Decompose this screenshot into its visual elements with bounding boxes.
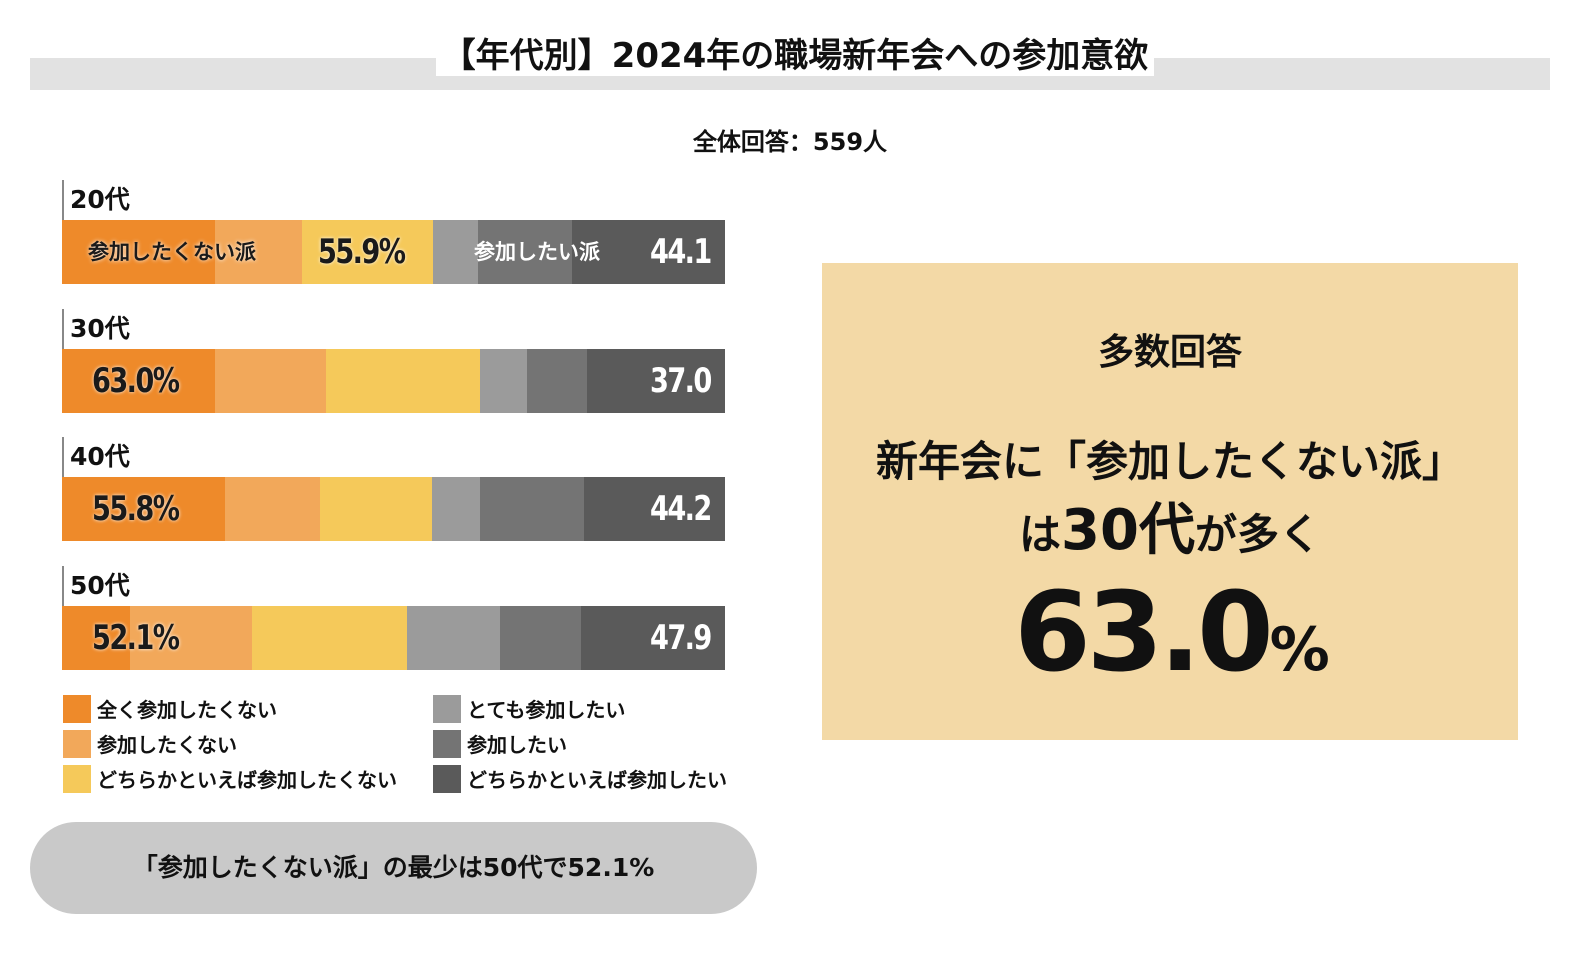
- negative-group-label: 参加したくない派: [88, 240, 256, 264]
- bar-segment: [581, 605, 725, 670]
- legend-label: どちらかといえば参加したい: [467, 768, 727, 792]
- negative-total: 55.9%: [318, 232, 406, 272]
- negative-total: 52.1%: [92, 617, 180, 658]
- bar-segment: [571, 220, 725, 284]
- footer-note: 「参加したくない派」の最少は50代で52.1%: [30, 822, 757, 914]
- bar-segment: [225, 477, 320, 541]
- stacked-bar: [62, 477, 725, 541]
- bar-segment: [584, 477, 725, 541]
- legend-swatch: [63, 694, 91, 723]
- callout-line2-em: 30代: [1061, 498, 1195, 563]
- bar-segment: [62, 605, 131, 670]
- callout-heading: 多数回答: [1097, 332, 1242, 373]
- bar-segment: [479, 348, 528, 413]
- positive-total: 44.2: [650, 489, 712, 529]
- bar-segment: [215, 220, 302, 284]
- legend-item: 全く参加したくない: [63, 694, 277, 723]
- bar-segment: [130, 605, 253, 670]
- negative-total: 55.8%: [92, 489, 180, 529]
- callout-line2-post: が多く: [1194, 510, 1321, 559]
- legend-swatch: [63, 764, 91, 793]
- positive-total: 37.0: [650, 360, 712, 401]
- callout-value-number: 63.0: [1014, 568, 1273, 696]
- bar-segment: [431, 477, 480, 541]
- bar-segment: [62, 348, 216, 413]
- callout-line2-pre: は: [1019, 510, 1062, 559]
- bar-segment: [252, 605, 408, 670]
- category-label: 20代: [70, 185, 130, 214]
- bar-segment: [527, 348, 588, 413]
- bar-segment: [500, 605, 582, 670]
- legend-item: とても参加したい: [433, 694, 625, 723]
- legend-label: 参加したくない: [97, 733, 237, 757]
- legend-swatch: [433, 694, 461, 723]
- legend-item: 参加したい: [433, 729, 567, 758]
- category-label: 30代: [70, 313, 130, 343]
- legend-label: どちらかといえば参加したくない: [97, 768, 397, 792]
- callout-line1: 新年会に「参加したくない派」: [875, 437, 1464, 486]
- legend-item: 参加したくない: [63, 729, 237, 758]
- positive-group-label: 参加したい派: [474, 240, 600, 264]
- stacked-bar: [62, 605, 725, 670]
- bar-segment: [325, 348, 480, 413]
- callout-value: 63.0%: [822, 568, 1518, 696]
- legend-swatch: [433, 729, 461, 758]
- chart-title-text: 【年代別】2024年の職場新年会への参加意欲: [435, 36, 1155, 76]
- negative-total: 63.0%: [92, 360, 180, 401]
- category-label: 50代: [70, 570, 130, 600]
- stacked-bar: [62, 348, 725, 413]
- legend-swatch: [63, 729, 91, 758]
- category-label: 40代: [70, 442, 130, 471]
- bar-segment: [407, 605, 501, 670]
- legend-label: とても参加したい: [467, 698, 626, 722]
- bar-segment: [587, 348, 725, 413]
- callout-value-unit: %: [1269, 615, 1330, 685]
- positive-total: 47.9: [650, 617, 712, 658]
- legend-item: どちらかといえば参加したい: [433, 764, 727, 793]
- bar-segment: [319, 477, 432, 541]
- legend-item: どちらかといえば参加したくない: [63, 764, 397, 793]
- legend-label: 参加したい: [467, 733, 567, 757]
- bar-segment: [432, 220, 478, 284]
- legend-label: 全く参加したくない: [97, 698, 277, 722]
- bar-segment: [477, 220, 572, 284]
- bar-segment: [215, 348, 326, 413]
- positive-total: 44.1: [650, 232, 712, 272]
- bar-segment: [301, 220, 433, 284]
- bar-segment: [62, 477, 226, 541]
- legend-swatch: [433, 764, 461, 793]
- callout-box: 多数回答 新年会に「参加したくない派」 は30代が多く 63.0%: [822, 263, 1518, 740]
- callout-line2: は30代が多く: [822, 485, 1518, 566]
- total-respondents: 全体回答：559人: [692, 128, 888, 156]
- bar-segment: [62, 220, 216, 284]
- stacked-bar: [62, 220, 725, 284]
- chart-title: 【年代別】2024年の職場新年会への参加意欲: [0, 28, 1590, 77]
- bar-segment: [479, 477, 585, 541]
